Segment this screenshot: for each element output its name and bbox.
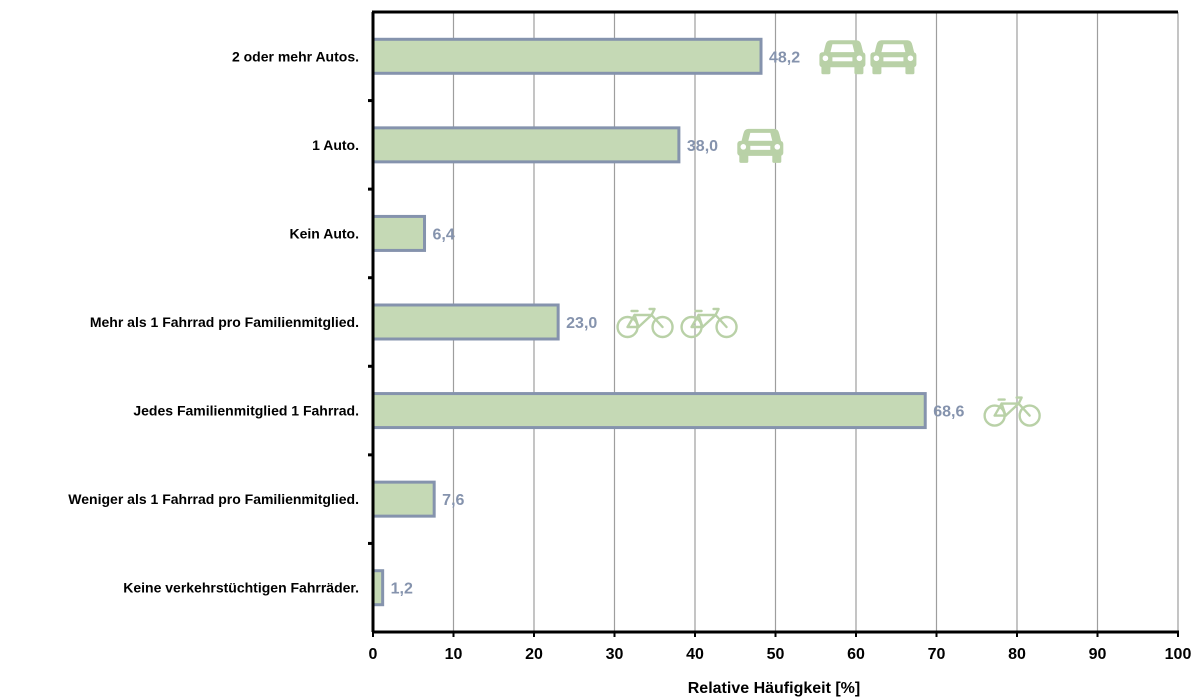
x-tick-label: 50 — [767, 646, 785, 663]
bar — [371, 37, 763, 75]
car-icon — [737, 128, 784, 163]
bars — [371, 37, 927, 607]
bicycle-icon — [983, 396, 1041, 427]
data-label: 38,0 — [687, 138, 718, 155]
data-label: 68,6 — [933, 404, 964, 421]
icons — [616, 40, 1041, 427]
x-tick-label: 0 — [369, 646, 378, 663]
x-tick-label: 60 — [847, 646, 865, 663]
category-label: Kein Auto. — [290, 225, 359, 241]
data-label: 1,2 — [391, 581, 413, 598]
x-tick-label: 20 — [525, 646, 543, 663]
category-label: 2 oder mehr Autos. — [232, 48, 359, 64]
bar — [371, 392, 927, 430]
bar — [371, 126, 681, 164]
x-tick-label: 100 — [1165, 646, 1192, 663]
x-axis-title: Relative Häufigkeit [%] — [688, 680, 860, 697]
category-label: Jedes Familienmitglied 1 Fahrrad. — [133, 403, 359, 419]
category-label: 1 Auto. — [312, 137, 359, 153]
bar — [371, 480, 436, 518]
data-label: 23,0 — [566, 315, 597, 332]
bicycle-icon — [616, 307, 674, 339]
category-label: Mehr als 1 Fahrrad pro Familienmitglied. — [90, 314, 359, 330]
car-icon — [870, 40, 917, 75]
x-tick-label: 10 — [445, 646, 463, 663]
bar — [371, 303, 560, 341]
x-tick-label: 90 — [1089, 646, 1107, 663]
car-icon — [819, 40, 866, 75]
grid-lines — [452, 12, 1179, 632]
bicycle-icon — [680, 307, 738, 339]
x-tick-label: 80 — [1008, 646, 1026, 663]
x-tick-label: 40 — [686, 646, 704, 663]
labels: 2 oder mehr Autos. 48,2 1 Auto. 38,0 Kein Au… — [68, 48, 964, 597]
x-tick-label: 30 — [606, 646, 624, 663]
category-label: Keine verkehrstüchtigen Fahrräder. — [123, 580, 359, 596]
data-label: 6,4 — [433, 226, 455, 243]
category-label: Weniger als 1 Fahrrad pro Familienmitgli… — [68, 491, 359, 507]
x-tick-label: 70 — [928, 646, 946, 663]
bar — [371, 214, 427, 252]
axes: 0 10 20 30 40 50 60 70 80 90 100 — [368, 10, 1192, 663]
data-label: 48,2 — [769, 49, 800, 66]
data-label: 7,6 — [442, 492, 464, 509]
